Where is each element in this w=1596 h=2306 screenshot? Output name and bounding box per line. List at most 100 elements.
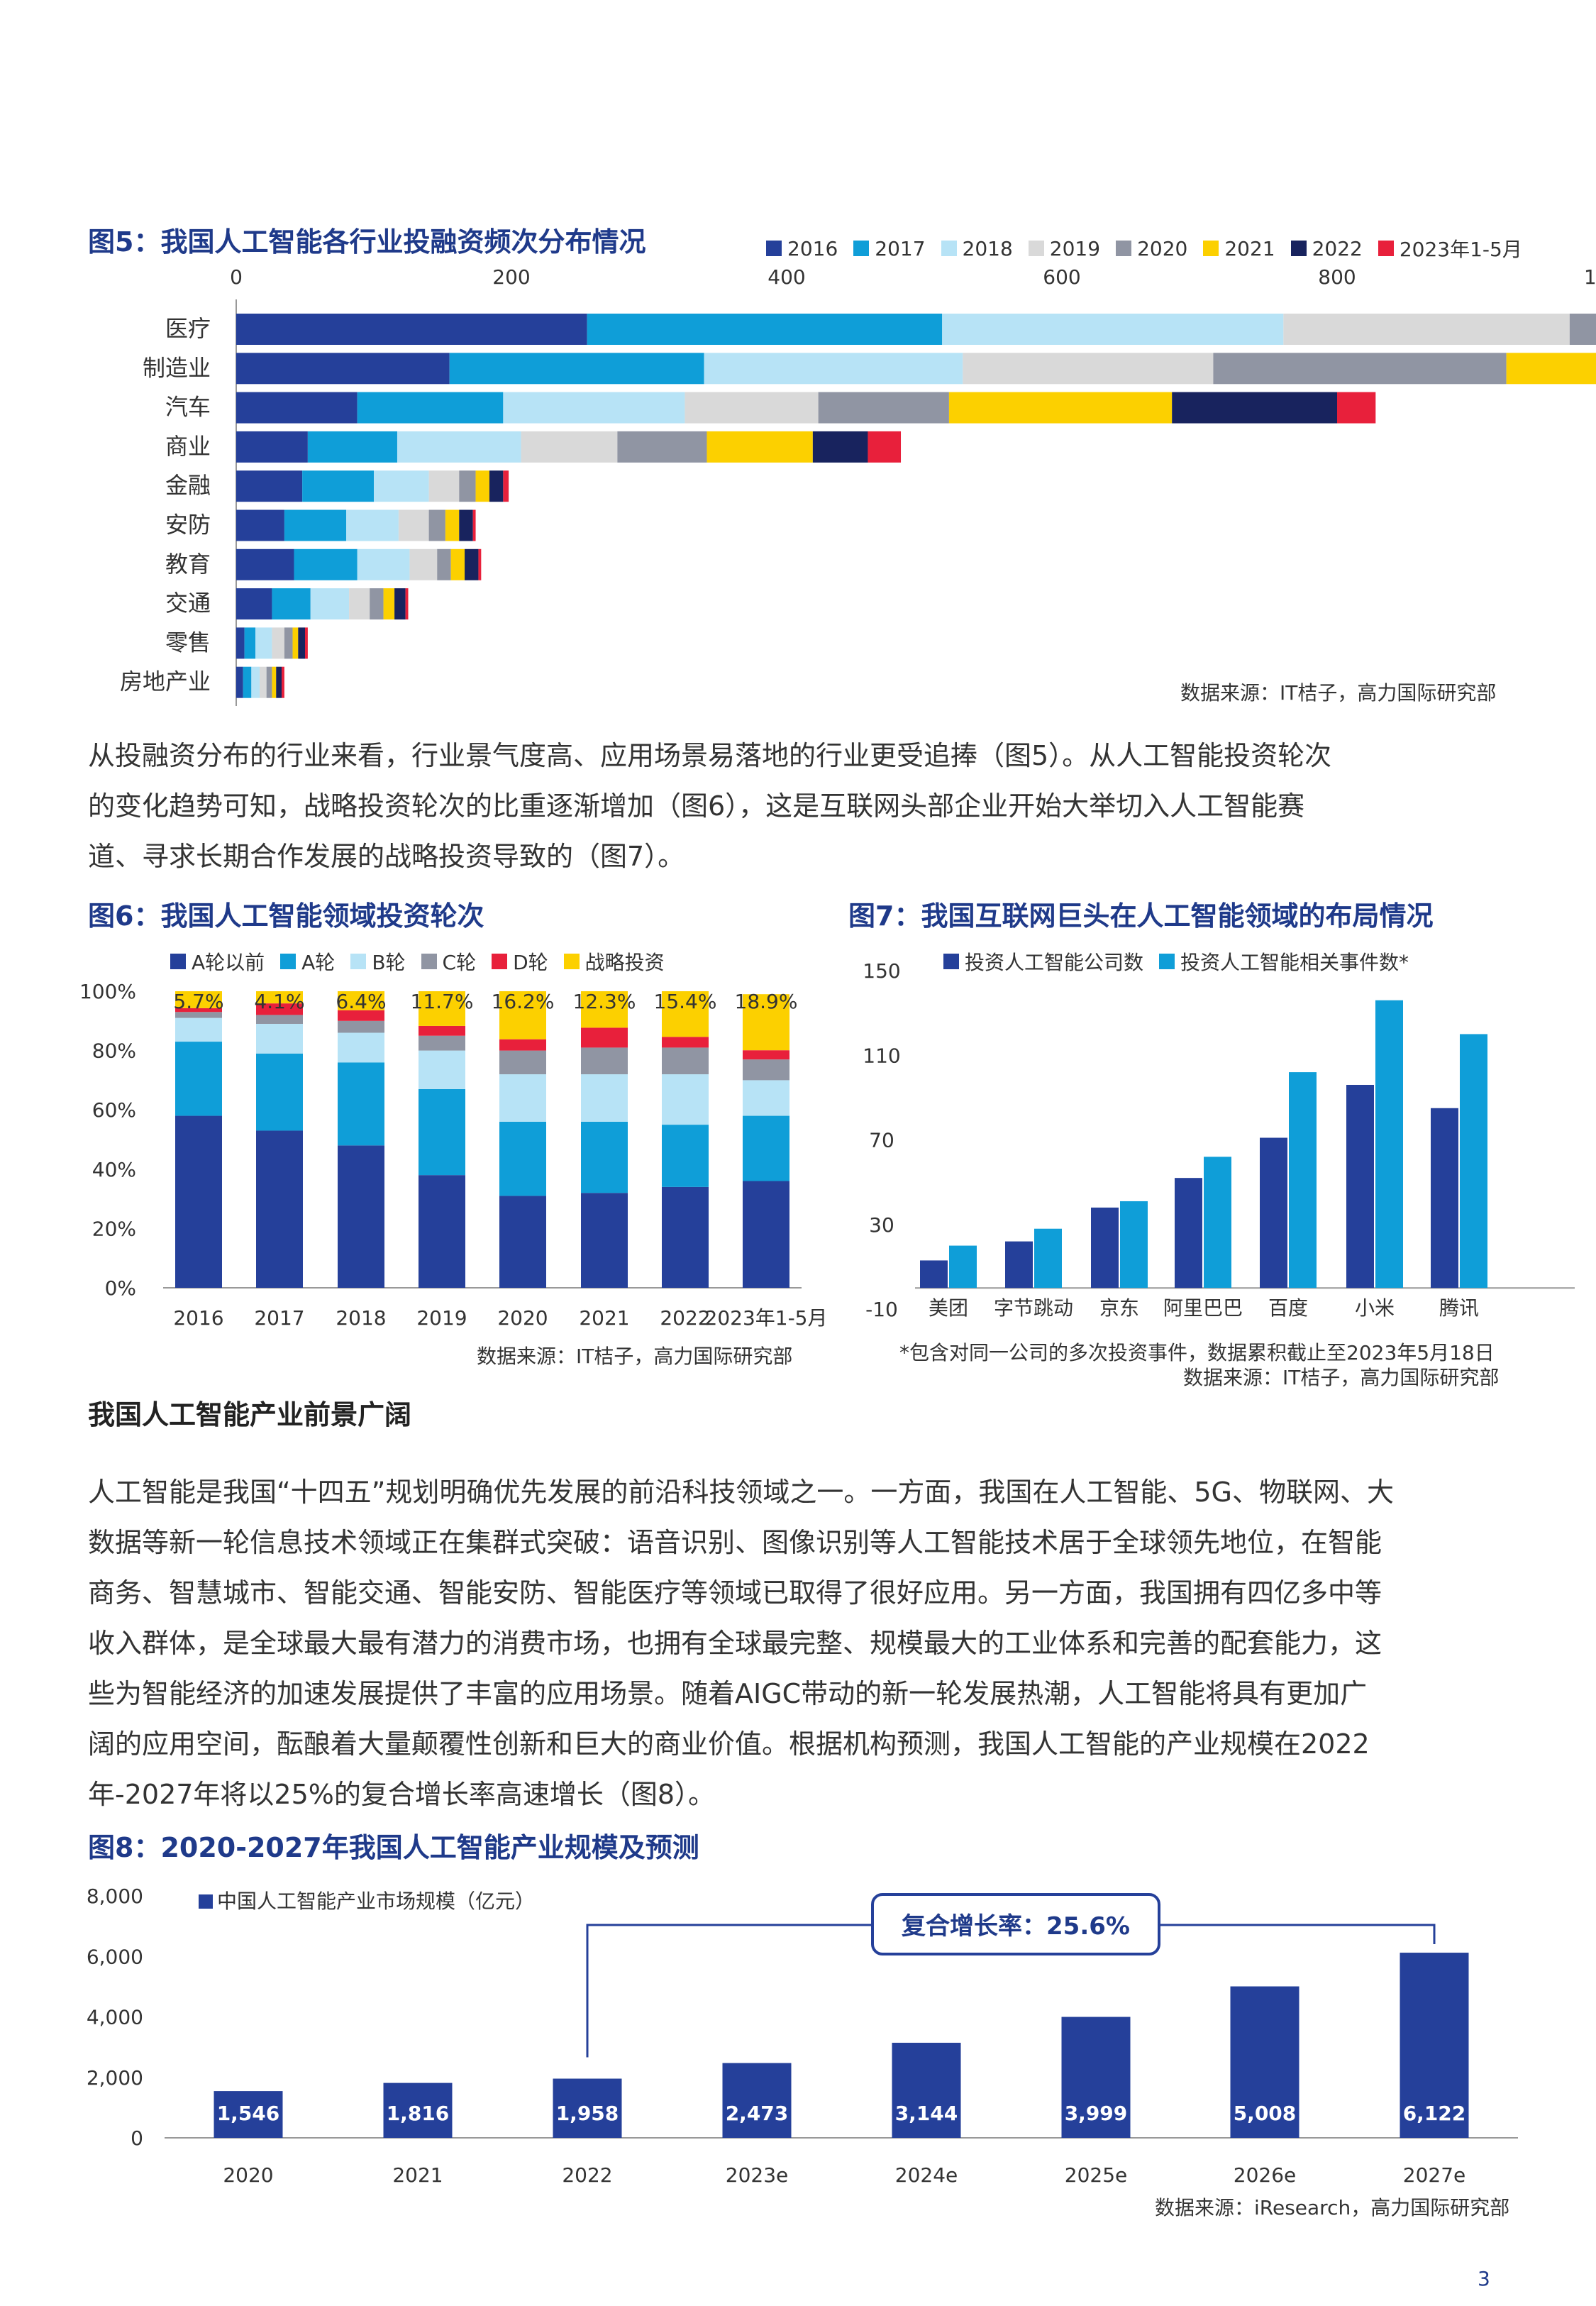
fig5-bar-segment [963, 353, 1214, 385]
fig6-title: 图6：我国人工智能领域投资轮次 [88, 900, 484, 932]
fig5-bar-segment [374, 470, 429, 502]
fig6-bar-segment [419, 1088, 465, 1176]
fig7-y-tick-label: 70 [869, 1129, 894, 1152]
fig6-bar-segment [499, 991, 546, 1039]
fig5-legend-swatch [1028, 241, 1044, 256]
fig8-category-label: 2020 [223, 2163, 273, 2187]
fig5-bar-segment [284, 627, 293, 659]
fig5-legend-label: 2017 [875, 236, 926, 260]
fig6-bar-segment [581, 1121, 628, 1193]
fig6-legend-swatch [350, 954, 367, 969]
fig7-chart: 150 110 70 30 -10 美团 字节跳动 京东 阿里巴巴 百度 小米 腾讯 [863, 959, 1575, 1321]
fig5-bar-segment [868, 431, 902, 463]
fig5-bar-segment [521, 431, 618, 463]
fig7-note: *包含对同一公司的多次投资事件，数据累积截止至2023年5月18日 [899, 1341, 1495, 1364]
fig5-bar-segment [428, 509, 445, 541]
fig6-data-label: 12.3% [573, 990, 636, 1013]
fig5-legend-label: 2020 [1137, 236, 1188, 260]
fig5-bar-segment [272, 627, 284, 659]
fig6-legend-label: 战略投资 [584, 951, 665, 974]
fig5-bar-segment [475, 470, 489, 502]
fig8-title: 图8：2020-2027年我国人工智能产业规模及预测 [88, 1832, 699, 1863]
fig6-bar-segment [256, 1053, 303, 1131]
fig5-category-label: 安防 [165, 512, 211, 539]
fig7-category-label: 腾讯 [1439, 1296, 1479, 1320]
fig7-category-label: 百度 [1268, 1296, 1308, 1320]
fig6-bar-segment [662, 1037, 709, 1048]
fig6-bar-segment [662, 1074, 709, 1125]
fig6-y-tick-label: 40% [92, 1158, 136, 1181]
fig6-bar-segment [419, 1025, 465, 1036]
fig5-bar-segment [706, 431, 813, 463]
fig5-legend-swatch [1116, 241, 1132, 256]
fig6-y-tick-label: 100% [79, 980, 136, 1003]
fig5-legend-swatch [766, 241, 782, 256]
fig5-bar-segment [428, 470, 460, 502]
fig8-bar [383, 2082, 453, 2138]
fig6-category-label: 2023年1-5月 [705, 1306, 828, 1327]
fig5-bar-segment [370, 588, 384, 620]
fig7-legend: 投资人工智能公司数 投资人工智能相关事件数* [943, 947, 1424, 976]
fig5-bar-segment [503, 392, 685, 424]
fig5-bar-segment [236, 353, 450, 385]
fig8-bar [892, 2042, 961, 2138]
fig8-source: 数据来源：iResearch，高力国际研究部 [1155, 2196, 1510, 2219]
fig6-legend-item: D轮 [492, 947, 548, 976]
fig5-bar-segment [298, 627, 305, 659]
fig5-bar-segment [1337, 392, 1376, 424]
fig6-bar-segment [419, 1175, 465, 1288]
fig8-data-label: 5,008 [1234, 2102, 1297, 2125]
fig7-bar [1034, 1228, 1062, 1289]
fig6-bar-segment [338, 1020, 384, 1033]
paragraph-2-line: 阔的应用空间，酝酿着大量颠覆性创新和巨大的商业价值。根据机构预测，我国人工智能的… [88, 1728, 1370, 1760]
fig6-bar-segment [175, 991, 222, 1008]
fig7-bar [1460, 1034, 1487, 1289]
fig5-bar-segment [236, 470, 303, 502]
fig5-legend-swatch [1290, 241, 1307, 256]
fig6-legend-item: 战略投资 [563, 947, 665, 976]
paragraph-1-line: 的变化趋势可知，战略投资轮次的比重逐渐增加（图6），这是互联网头部企业开始大举切… [88, 790, 1305, 822]
fig5-bar-segment [398, 509, 429, 541]
fig5-category-label: 医疗 [165, 315, 211, 342]
fig8-y-tick-label: 2,000 [87, 2066, 143, 2090]
fig6-legend-swatch [421, 954, 437, 969]
paragraph-2-line: 商务、智慧城市、智能交通、智能安防、智能医疗等领域已取得了很好应用。另一方面，我… [88, 1577, 1382, 1609]
fig5-bar-segment [449, 353, 704, 385]
fig8-bar [553, 2078, 622, 2138]
fig6-bar-segment [256, 1015, 303, 1024]
fig8-data-label: 1,958 [556, 2102, 619, 2125]
fig6-bar-segment [419, 1050, 465, 1089]
fig5-x-tick-label: 0 [230, 265, 243, 289]
paragraph-2-line: 些为智能经济的加速发展提供了丰富的应用场景。随着AIGC带动的新一轮发展热潮，人… [88, 1678, 1368, 1709]
fig8-category-label: 2021 [392, 2163, 443, 2187]
fig7-bar [1375, 1000, 1403, 1289]
fig6-bar-segment [581, 991, 628, 1028]
fig5-bar-segment [405, 588, 409, 620]
fig5-x-tick-label: 800 [1318, 265, 1356, 289]
fig6-legend-label: C轮 [442, 951, 477, 974]
fig5-bar-segment [450, 548, 465, 580]
fig5-bar-segment [236, 666, 243, 698]
fig6-legend-label: A轮以前 [192, 951, 265, 974]
fig5-bar-segment [305, 627, 308, 659]
fig6-bar-segment [338, 1010, 384, 1021]
fig5-legend-swatch [941, 241, 957, 256]
fig6-bar-segment [662, 1047, 709, 1075]
fig6-category-label: 2020 [497, 1306, 548, 1327]
fig6-legend-label: A轮 [301, 951, 336, 974]
fig6-bar-segment [175, 1042, 222, 1116]
fig5-category-label: 交通 [165, 590, 211, 617]
fig6-bar-segment [743, 1059, 789, 1081]
fig5-bar-segment [302, 470, 374, 502]
fig5-title: 图5：我国人工智能各行业投融资频次分布情况 [88, 226, 646, 258]
fig6-bar-segment [743, 1050, 789, 1060]
fig7-category-label: 京东 [1099, 1296, 1139, 1320]
fig5-bar-segment [276, 666, 282, 698]
fig6-bar-segment [338, 1145, 384, 1288]
fig6-category-label: 2019 [416, 1306, 467, 1327]
fig8-bar [1400, 1953, 1469, 2138]
fig5-bar-segment [1172, 392, 1337, 424]
fig5-bar-segment [236, 314, 587, 345]
fig5-bar-segment [478, 548, 482, 580]
fig8-cagr-box [871, 1893, 1160, 1955]
